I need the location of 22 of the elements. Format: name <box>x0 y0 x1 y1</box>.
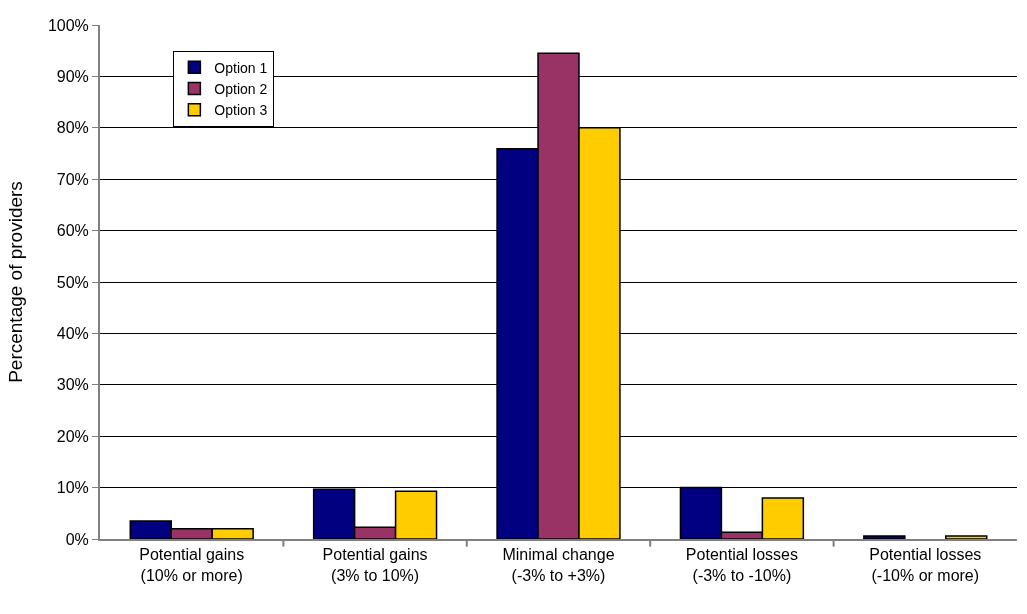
y-tick-label: 0% <box>65 530 89 548</box>
y-tick-label: 30% <box>56 376 89 394</box>
y-tick-label: 70% <box>56 170 89 188</box>
y-tick-label: 90% <box>56 68 89 85</box>
x-tick-label: Potential gains (3% to 10%) <box>322 546 428 584</box>
y-tick-label: 100% <box>47 16 89 34</box>
bar <box>863 535 906 539</box>
x-tick-label: Minimal change (-3% to +3%) <box>502 546 615 584</box>
legend-label: Option 1 <box>214 59 268 76</box>
legend-label: Option 3 <box>214 102 268 119</box>
y-tick-label: 80% <box>56 119 89 137</box>
y-tick-label: 60% <box>56 222 89 240</box>
y-tick-label: 20% <box>56 427 89 445</box>
y-tick-label: 40% <box>56 325 89 342</box>
x-tick-label: Potential losses (-3% to -10%) <box>685 546 798 584</box>
y-axis-title: Percentage of providers <box>5 181 27 383</box>
y-tick-label: 50% <box>56 273 89 291</box>
y-tick-label: 10% <box>56 479 89 497</box>
x-tick-label: Potential gains (10% or more) <box>139 546 245 584</box>
legend-label: Option 2 <box>214 80 268 97</box>
x-tick-label: Potential losses (-10% or more) <box>869 546 982 584</box>
bar <box>945 535 988 539</box>
